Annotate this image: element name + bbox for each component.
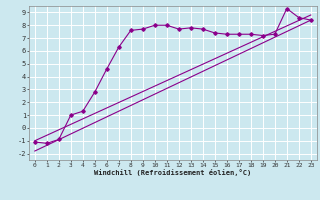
X-axis label: Windchill (Refroidissement éolien,°C): Windchill (Refroidissement éolien,°C)	[94, 169, 252, 176]
